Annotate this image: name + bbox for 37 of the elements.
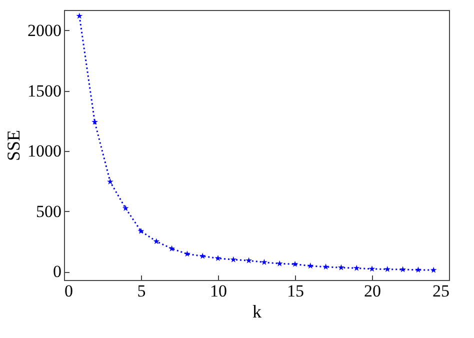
point <box>184 250 190 257</box>
y-tick-label: 500 <box>36 202 62 221</box>
x-tick-label: 20 <box>364 282 381 300</box>
y-axis-title: SSE <box>4 130 24 162</box>
point <box>107 178 114 184</box>
point <box>276 260 283 266</box>
point <box>292 260 298 267</box>
x-axis-title: k <box>252 302 262 322</box>
point <box>430 266 437 273</box>
point <box>92 118 98 125</box>
y-tick-label: 1000 <box>28 142 62 161</box>
x-tick-label: 0 <box>64 282 73 300</box>
point <box>322 264 329 270</box>
y-tick-label: 1500 <box>28 81 62 100</box>
y-tick-label: 0 <box>53 262 62 282</box>
x-tick-label: 5 <box>137 282 146 300</box>
point <box>122 204 129 211</box>
point <box>307 262 314 269</box>
point <box>230 256 237 262</box>
x-tick-label: 25 <box>432 282 450 300</box>
point <box>153 238 160 244</box>
point <box>400 266 406 272</box>
point <box>384 266 391 272</box>
point <box>246 257 252 264</box>
point <box>214 254 222 262</box>
point <box>199 252 206 259</box>
point <box>168 245 175 252</box>
x-tick-label: 10 <box>210 282 227 300</box>
point <box>368 266 376 272</box>
point <box>261 258 268 265</box>
point <box>415 266 422 273</box>
point <box>353 264 360 271</box>
point <box>138 228 144 234</box>
y-tick-label: 2000 <box>28 20 62 40</box>
point <box>338 264 344 270</box>
x-tick-label: 15 <box>287 282 304 300</box>
point <box>76 12 83 19</box>
